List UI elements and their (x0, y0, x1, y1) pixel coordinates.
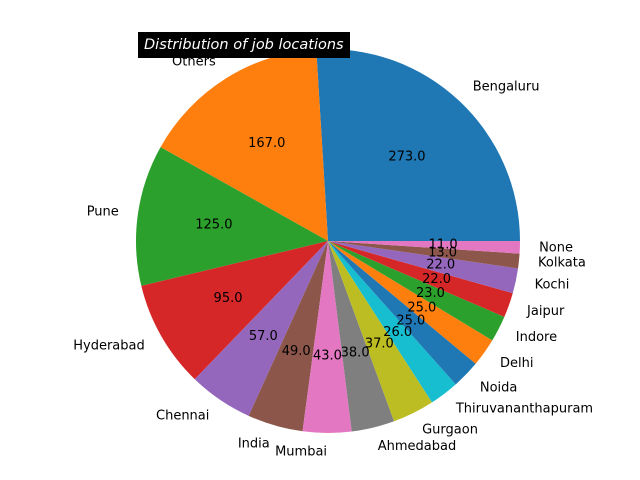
slice-value-indore: 23.0 (416, 286, 445, 301)
slice-value-jaipur: 22.0 (422, 272, 451, 287)
slice-label-ahmedabad: Ahmedabad (378, 439, 456, 454)
slice-label-indore: Indore (516, 330, 557, 345)
slice-value-none: 11.0 (429, 237, 458, 252)
slice-label-noida: Noida (480, 380, 518, 395)
slice-value-thiruvananthapuram: 26.0 (383, 325, 412, 340)
slice-label-chennai: Chennai (156, 408, 209, 423)
slice-label-kolkata: Kolkata (538, 256, 586, 271)
chart-title: Distribution of job locations (138, 32, 350, 58)
pie-slice-bengaluru (316, 48, 520, 241)
slice-value-hyderabad: 95.0 (214, 291, 243, 306)
pie-slice-ahmedabad (328, 241, 395, 432)
pie-slice-none (328, 241, 520, 254)
slice-value-gurgaon: 37.0 (365, 337, 394, 352)
pie-slice-delhi (328, 241, 493, 364)
slice-label-hyderabad: Hyderabad (73, 338, 145, 353)
slice-label-delhi: Delhi (500, 356, 533, 371)
slice-value-noida: 25.0 (396, 314, 425, 329)
slice-label-others: Others (172, 55, 216, 70)
slice-value-kolkata: 13.0 (428, 246, 457, 261)
pie-slice-chennai (194, 241, 328, 416)
pie-slice-jaipur (328, 241, 513, 317)
slice-label-kochi: Kochi (535, 277, 570, 292)
slice-value-others: 167.0 (248, 136, 285, 151)
pie-slice-kochi (328, 241, 519, 294)
slice-label-india: India (238, 437, 270, 452)
slice-label-none: None (539, 240, 573, 255)
pie-slice-thiruvananthapuram (328, 241, 456, 403)
slice-value-ahmedabad: 38.0 (341, 345, 370, 360)
pie-slice-pune (136, 147, 328, 286)
pie-slice-india (248, 241, 328, 432)
pie-slice-kolkata (328, 241, 520, 269)
slice-value-kochi: 22.0 (426, 257, 455, 272)
pie-slice-indore (328, 241, 505, 341)
slice-label-thiruvananthapuram: Thiruvananthapuram (455, 402, 593, 417)
slice-value-pune: 125.0 (195, 218, 232, 233)
slice-labels: Bengaluru Others Pune Hyderabad Chennai India… (73, 55, 593, 460)
slice-label-bengaluru: Bengaluru (473, 80, 540, 95)
pie-slice-mumbai (302, 241, 352, 433)
slice-label-jaipur: Jaipur (526, 304, 565, 319)
slice-value-mumbai: 43.0 (313, 349, 342, 364)
pie-slice-gurgaon (328, 241, 432, 422)
slice-value-bengaluru: 273.0 (388, 150, 425, 165)
pie-slice-noida (328, 241, 476, 385)
slice-value-delhi: 25.0 (407, 300, 436, 315)
slice-value-india: 49.0 (282, 344, 311, 359)
pie-slice-others (160, 49, 328, 241)
pie-slices (136, 48, 520, 433)
slice-value-chennai: 57.0 (249, 329, 278, 344)
slice-label-pune: Pune (87, 205, 119, 220)
pie-slice-hyderabad (141, 241, 328, 380)
slice-label-mumbai: Mumbai (275, 445, 327, 460)
slice-label-gurgaon: Gurgaon (422, 423, 478, 438)
